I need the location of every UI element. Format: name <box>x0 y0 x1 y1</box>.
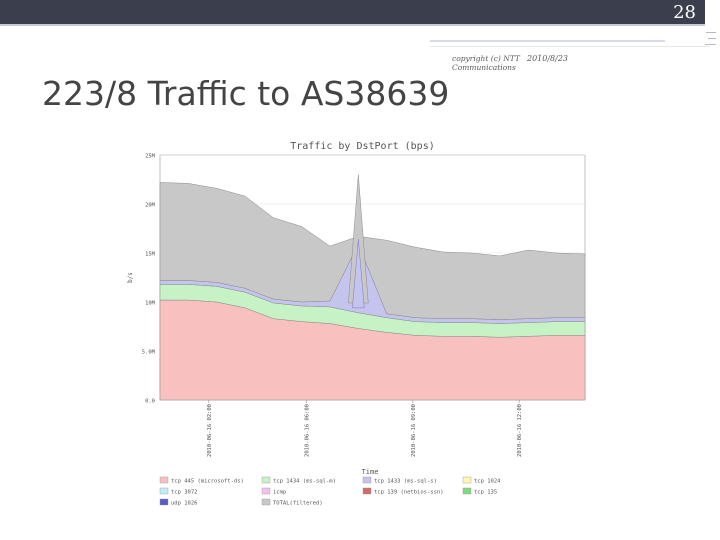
legend-swatch <box>362 487 372 495</box>
legend-swatch <box>261 487 271 495</box>
legend-label: tcp 445 (microsoft-ds) <box>171 479 244 485</box>
copyright-text: copyright (c) NTT Communications <box>452 54 520 72</box>
y-tick-label: 15M <box>145 252 156 258</box>
legend-label: icmp <box>273 490 286 496</box>
x-tick-label: 2010-06-16 02:00 <box>207 404 213 457</box>
x-tick-label: 2010-06-16 12:00 <box>517 404 523 457</box>
x-tick-label: 2010-06-16 09:00 <box>411 404 417 457</box>
legend-swatch <box>462 476 472 484</box>
legend-label: tcp 1434 (ms-sql-m) <box>273 479 336 485</box>
y-tick-label: 0.0 <box>145 399 155 405</box>
slide-title: 223/8 Traffic to AS38639 <box>42 74 450 113</box>
corner-decoration <box>705 24 720 54</box>
legend-label: udp 1026 <box>171 501 198 507</box>
legend-swatch <box>462 487 472 495</box>
slide-date: 2010/8/23 <box>527 54 569 63</box>
chart-title: Traffic by DstPort (bps) <box>290 141 435 152</box>
page-number: 28 <box>673 2 696 23</box>
legend-label: TOTAL(filtered) <box>273 501 323 507</box>
legend-swatch <box>159 487 169 495</box>
legend-swatch <box>159 476 169 484</box>
legend-label: tcp 139 (netbios-ssn) <box>374 490 444 496</box>
legend-label: tcp 135 <box>474 490 497 496</box>
legend-label: tcp 3072 <box>171 490 198 496</box>
legend-swatch <box>159 498 169 506</box>
y-tick-label: 10M <box>145 301 156 307</box>
top-bar <box>0 0 705 24</box>
y-tick-label: 20M <box>145 203 156 209</box>
legend-swatch <box>261 498 271 506</box>
ms-sql-s-spike <box>352 239 365 309</box>
legend-label: tcp 1024 <box>474 479 501 485</box>
legend-label: tcp 1433 (ms-sql-s) <box>374 479 437 485</box>
y-tick-label: 25M <box>145 154 156 160</box>
traffic-chart: Traffic by DstPort (bps) 25M 20M 15M 10M 5.0M… <box>127 141 586 507</box>
y-tick-label: 5.0M <box>142 350 156 356</box>
legend-swatch <box>261 476 271 484</box>
legend-swatch <box>362 476 372 484</box>
header-rule-thin <box>430 46 710 47</box>
y-axis-label: b/s <box>127 272 134 283</box>
x-axis-label: Time <box>362 468 379 476</box>
top-bar-rule <box>0 24 705 26</box>
series-area-total-filtered- <box>159 182 586 320</box>
x-tick-label: 2010-06-16 06:00 <box>305 404 311 457</box>
header-rule <box>430 40 665 42</box>
